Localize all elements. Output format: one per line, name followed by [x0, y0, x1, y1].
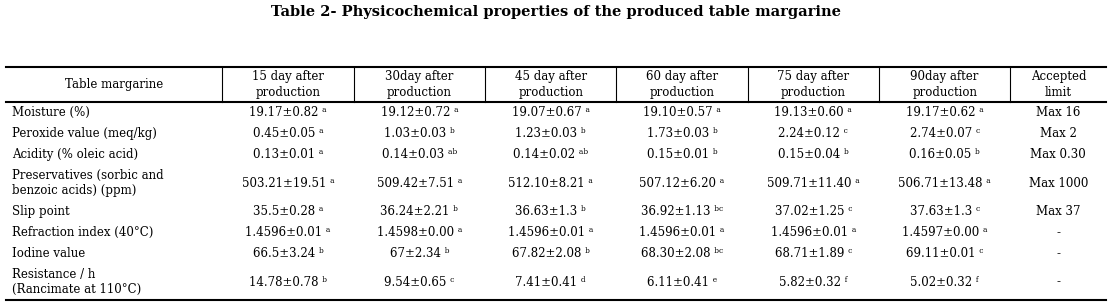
Text: 19.10±0.57 ᵃ: 19.10±0.57 ᵃ — [643, 106, 721, 119]
Text: 1.23±0.03 ᵇ: 1.23±0.03 ᵇ — [515, 128, 586, 140]
Text: 19.12±0.72 ᵃ: 19.12±0.72 ᵃ — [380, 106, 458, 119]
Text: 6.11±0.41 ᵉ: 6.11±0.41 ᵉ — [647, 276, 717, 288]
Text: Max 37: Max 37 — [1036, 205, 1081, 218]
Text: 30day after
production: 30day after production — [385, 70, 454, 99]
Text: 36.24±2.21 ᵇ: 36.24±2.21 ᵇ — [380, 205, 458, 218]
Text: Max 1000: Max 1000 — [1029, 177, 1088, 190]
Text: 5.82±0.32 ᶠ: 5.82±0.32 ᶠ — [780, 276, 847, 288]
Text: -: - — [1056, 247, 1061, 260]
Text: 5.02±0.32 ᶠ: 5.02±0.32 ᶠ — [911, 276, 979, 288]
Text: 1.4597±0.00 ᵃ: 1.4597±0.00 ᵃ — [902, 226, 987, 239]
Text: 1.4596±0.01 ᵃ: 1.4596±0.01 ᵃ — [639, 226, 725, 239]
Text: 36.63±1.3 ᵇ: 36.63±1.3 ᵇ — [515, 205, 586, 218]
Text: 67.82±2.08 ᵇ: 67.82±2.08 ᵇ — [512, 247, 589, 260]
Text: 45 day after
production: 45 day after production — [515, 70, 587, 99]
Text: 1.73±0.03 ᵇ: 1.73±0.03 ᵇ — [647, 128, 717, 140]
Text: Max 0.30: Max 0.30 — [1031, 148, 1086, 161]
Text: 7.41±0.41 ᵈ: 7.41±0.41 ᵈ — [515, 276, 586, 288]
Text: 1.03±0.03 ᵇ: 1.03±0.03 ᵇ — [384, 128, 455, 140]
Text: 68.71±1.89 ᶜ: 68.71±1.89 ᶜ — [775, 247, 852, 260]
Text: 503.21±19.51 ᵃ: 503.21±19.51 ᵃ — [241, 177, 335, 190]
Text: Slip point: Slip point — [12, 205, 70, 218]
Text: 1.4596±0.01 ᵃ: 1.4596±0.01 ᵃ — [508, 226, 594, 239]
Text: Acidity (% oleic acid): Acidity (% oleic acid) — [12, 148, 138, 161]
Text: 19.17±0.62 ᵃ: 19.17±0.62 ᵃ — [906, 106, 983, 119]
Text: Max 2: Max 2 — [1040, 128, 1076, 140]
Text: 1.4598±0.00 ᵃ: 1.4598±0.00 ᵃ — [377, 226, 463, 239]
Text: 0.13±0.01 ᵃ: 0.13±0.01 ᵃ — [252, 148, 324, 161]
Text: 9.54±0.65 ᶜ: 9.54±0.65 ᶜ — [385, 276, 455, 288]
Text: 1.4596±0.01 ᵃ: 1.4596±0.01 ᵃ — [771, 226, 856, 239]
Text: 2.74±0.07 ᶜ: 2.74±0.07 ᶜ — [910, 128, 980, 140]
Text: Table 2- Physicochemical properties of the produced table margarine: Table 2- Physicochemical properties of t… — [271, 5, 841, 18]
Text: 0.14±0.03 ᵃᵇ: 0.14±0.03 ᵃᵇ — [381, 148, 457, 161]
Text: 37.02±1.25 ᶜ: 37.02±1.25 ᶜ — [775, 205, 852, 218]
Text: Refraction index (40°C): Refraction index (40°C) — [12, 226, 153, 239]
Text: Moisture (%): Moisture (%) — [12, 106, 90, 119]
Text: 509.71±11.40 ᵃ: 509.71±11.40 ᵃ — [767, 177, 860, 190]
Text: Max 16: Max 16 — [1036, 106, 1081, 119]
Text: 0.15±0.04 ᵇ: 0.15±0.04 ᵇ — [778, 148, 848, 161]
Text: 37.63±1.3 ᶜ: 37.63±1.3 ᶜ — [910, 205, 980, 218]
Text: 35.5±0.28 ᵃ: 35.5±0.28 ᵃ — [252, 205, 324, 218]
Text: 509.42±7.51 ᵃ: 509.42±7.51 ᵃ — [377, 177, 463, 190]
Text: 90day after
production: 90day after production — [911, 70, 979, 99]
Text: Iodine value: Iodine value — [12, 247, 86, 260]
Text: 1.4596±0.01 ᵃ: 1.4596±0.01 ᵃ — [246, 226, 330, 239]
Text: 66.5±3.24 ᵇ: 66.5±3.24 ᵇ — [252, 247, 324, 260]
Text: 0.16±0.05 ᵇ: 0.16±0.05 ᵇ — [910, 148, 980, 161]
Text: Peroxide value (meq/kg): Peroxide value (meq/kg) — [12, 128, 157, 140]
Text: 512.10±8.21 ᵃ: 512.10±8.21 ᵃ — [508, 177, 593, 190]
Text: Table margarine: Table margarine — [64, 78, 163, 91]
Text: 14.78±0.78 ᵇ: 14.78±0.78 ᵇ — [249, 276, 327, 288]
Text: Resistance / h
(Rancimate at 110°C): Resistance / h (Rancimate at 110°C) — [12, 268, 141, 296]
Text: 69.11±0.01 ᶜ: 69.11±0.01 ᶜ — [906, 247, 983, 260]
Text: 2.24±0.12 ᶜ: 2.24±0.12 ᶜ — [778, 128, 848, 140]
Text: 19.17±0.82 ᵃ: 19.17±0.82 ᵃ — [249, 106, 327, 119]
Text: 15 day after
production: 15 day after production — [252, 70, 324, 99]
Text: -: - — [1056, 226, 1061, 239]
Text: 507.12±6.20 ᵃ: 507.12±6.20 ᵃ — [639, 177, 725, 190]
Text: 0.14±0.02 ᵃᵇ: 0.14±0.02 ᵃᵇ — [513, 148, 588, 161]
Text: 67±2.34 ᵇ: 67±2.34 ᵇ — [389, 247, 449, 260]
Text: 0.45±0.05 ᵃ: 0.45±0.05 ᵃ — [252, 128, 324, 140]
Text: 75 day after
production: 75 day after production — [777, 70, 850, 99]
Text: 68.30±2.08 ᵇᶜ: 68.30±2.08 ᵇᶜ — [641, 247, 723, 260]
Text: -: - — [1056, 276, 1061, 288]
Text: 60 day after
production: 60 day after production — [646, 70, 718, 99]
Text: 19.07±0.67 ᵃ: 19.07±0.67 ᵃ — [512, 106, 589, 119]
Text: 0.15±0.01 ᵇ: 0.15±0.01 ᵇ — [647, 148, 717, 161]
Text: 506.71±13.48 ᵃ: 506.71±13.48 ᵃ — [898, 177, 991, 190]
Text: 19.13±0.60 ᵃ: 19.13±0.60 ᵃ — [774, 106, 852, 119]
Text: Accepted
limit: Accepted limit — [1031, 70, 1086, 99]
Text: Preservatives (sorbic and
benzoic acids) (ppm): Preservatives (sorbic and benzoic acids)… — [12, 169, 163, 197]
Text: 36.92±1.13 ᵇᶜ: 36.92±1.13 ᵇᶜ — [641, 205, 723, 218]
